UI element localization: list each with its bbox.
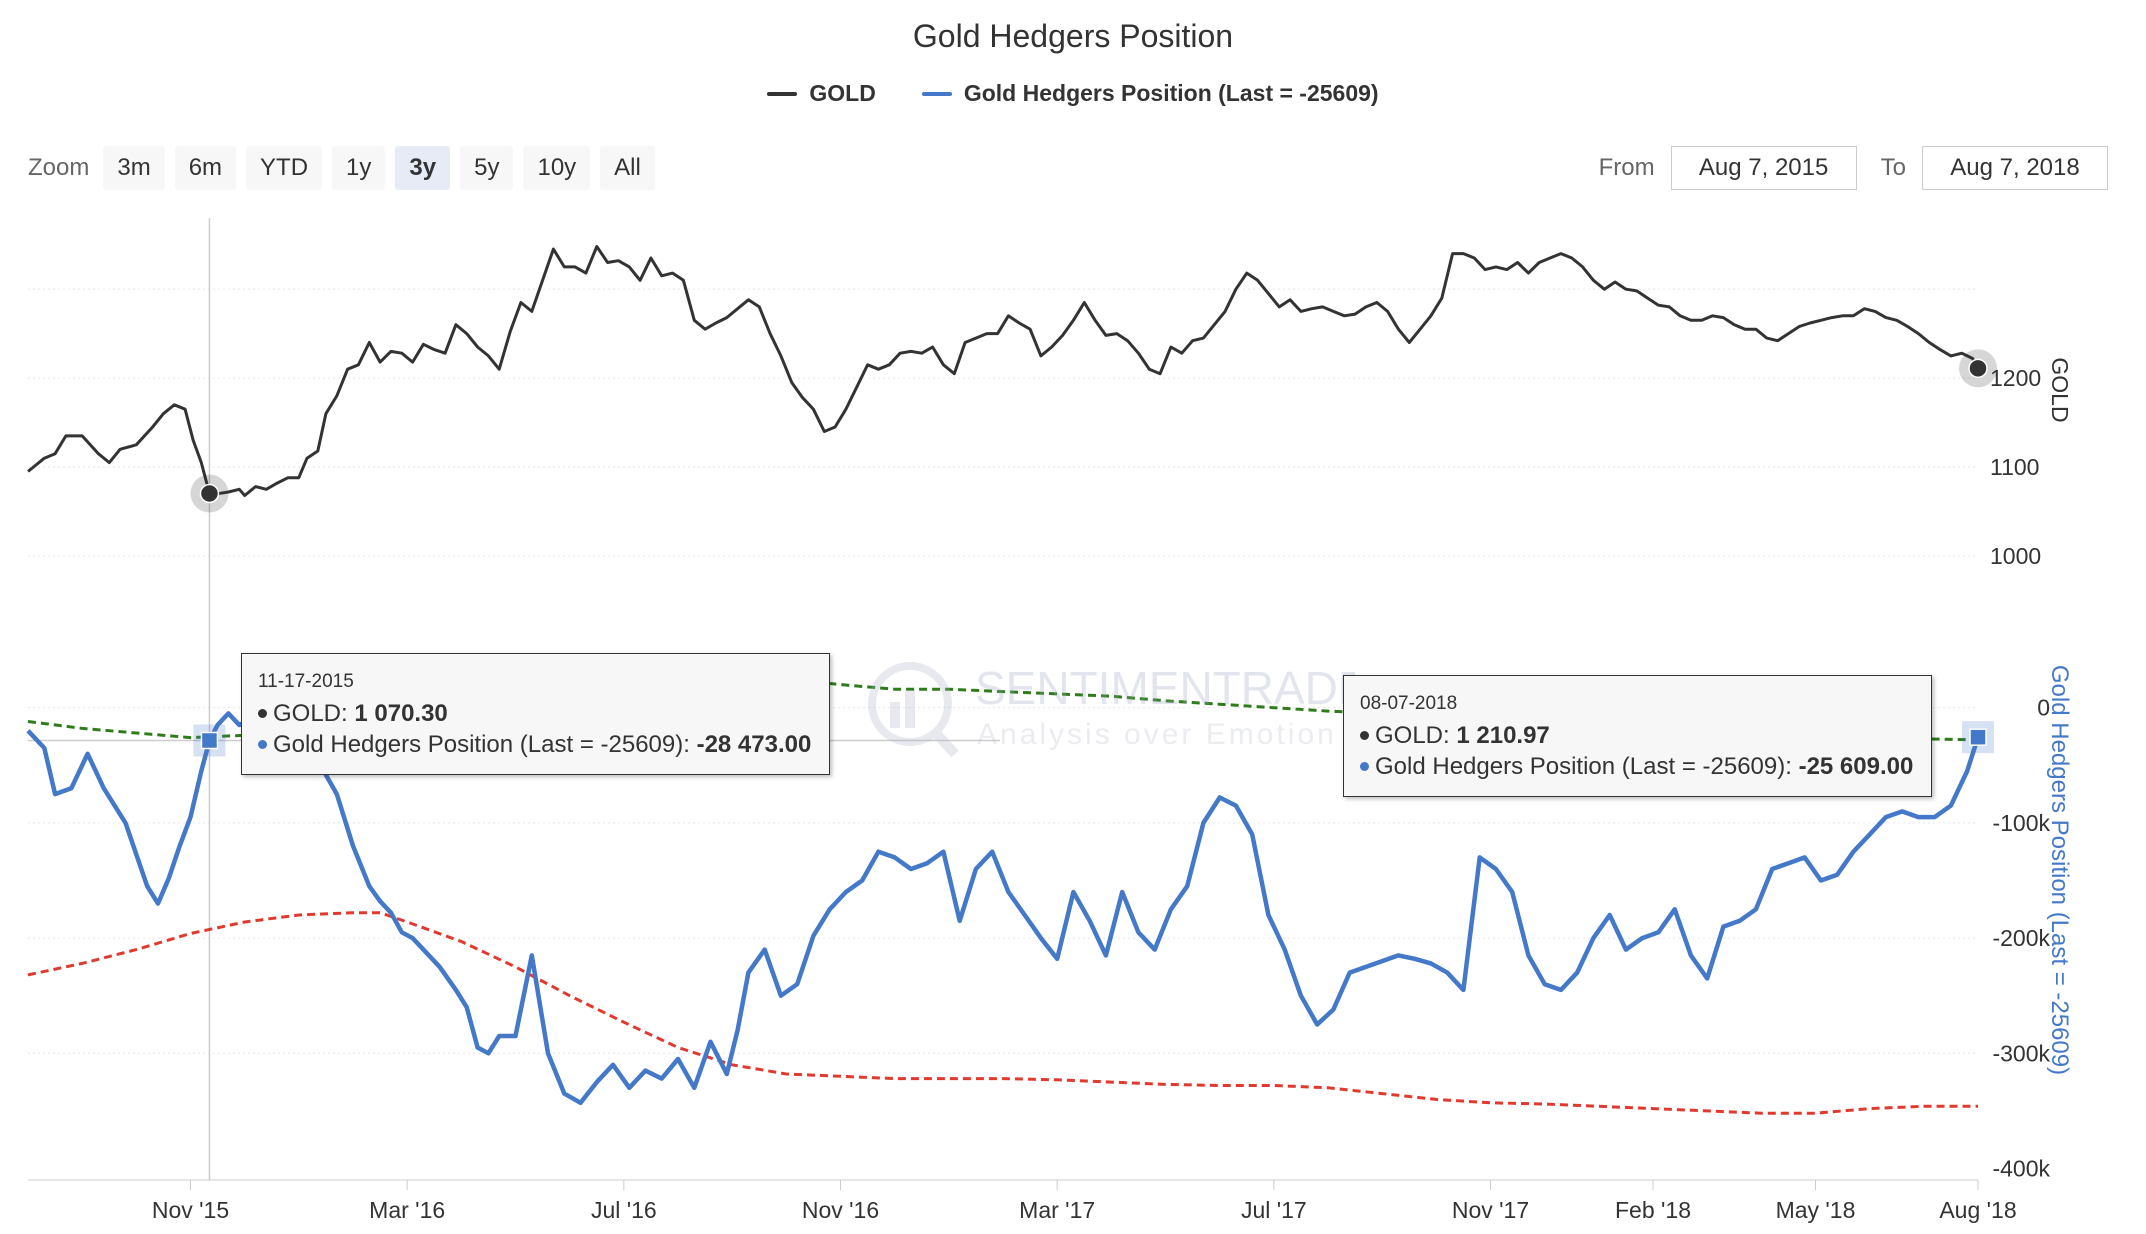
tooltip-right: 08-07-2018 GOLD: 1 210.97 Gold Hedgers P… (1343, 675, 1933, 797)
legend-label-gold: GOLD (809, 80, 876, 106)
x-tick-label: Mar '17 (1019, 1197, 1095, 1223)
watermark: SENTIMENTRADER Analysis over Emotion (868, 662, 1355, 758)
hedgers-band-line (27, 911, 1978, 1115)
legend-label-hedgers: Gold Hedgers Position (Last = -25609) (963, 80, 1379, 106)
tooltip-hedgers-dot-icon (258, 739, 267, 749)
hedgers-marker (200, 731, 219, 750)
zoom-button-ytd[interactable]: YTD (246, 146, 323, 190)
tooltip-gold-row: GOLD: 1 070.30 (258, 698, 811, 729)
tooltip-gold-value: 1 070.30 (354, 700, 448, 727)
watermark-tagline: Analysis over Emotion (977, 718, 1337, 751)
tooltip-hedgers-row: Gold Hedgers Position (Last = -25609): -… (1360, 751, 1913, 782)
date-range-selector: From Aug 7, 2015 To Aug 7, 2018 (1599, 146, 2116, 190)
tooltip-gold-row: GOLD: 1 210.97 (1360, 720, 1913, 751)
legend: GOLD Gold Hedgers Position (Last = -2560… (0, 80, 2146, 107)
x-tick-label: Mar '16 (369, 1197, 445, 1223)
tooltip-date: 08-07-2018 (1360, 693, 1458, 714)
x-tick-label: Feb '18 (1615, 1197, 1691, 1223)
hedgers-y-tick-label: -200k (1992, 925, 2050, 951)
x-tick-label: Aug '18 (1939, 1197, 2016, 1223)
from-label: From (1598, 154, 1655, 181)
chart-title: Gold Hedgers Position (912, 18, 1234, 54)
legend-item-hedgers[interactable]: Gold Hedgers Position (Last = -25609) (921, 80, 1379, 107)
tooltip-hedgers-dot-icon (1360, 761, 1369, 771)
zoom-button-3m[interactable]: 3m (103, 146, 165, 190)
tooltip-hedgers-value: -25 609.00 (1798, 753, 1914, 780)
hedgers-axis-title: Gold Hedgers Position (Last = -25609) (2046, 665, 2073, 1075)
zoom-button-3y[interactable]: 3y (395, 146, 451, 190)
zoom-button-5y[interactable]: 5y (460, 146, 514, 190)
x-tick-label: Jul '16 (591, 1197, 657, 1223)
x-tick-label: Nov '16 (802, 1197, 879, 1223)
to-label: To (1880, 154, 1906, 181)
x-tick-label: Jul '17 (1241, 1197, 1307, 1223)
gold-y-tick-label: 1200 (1990, 365, 2041, 391)
legend-swatch-gold (767, 91, 798, 96)
gold-y-tick-label: 1100 (1990, 454, 2039, 480)
x-tick-label: May '18 (1776, 1197, 1856, 1223)
to-date-input[interactable]: Aug 7, 2018 (1922, 146, 2108, 190)
x-tick-label: Nov '15 (152, 1197, 229, 1223)
hedgers-y-tick-label: -300k (1992, 1040, 2050, 1066)
from-date-input[interactable]: Aug 7, 2015 (1670, 146, 1857, 190)
zoom-button-6m[interactable]: 6m (174, 146, 237, 190)
tooltip-gold-dot-icon (258, 708, 267, 718)
hedgers-y-tick-label: 0 (2037, 695, 2050, 721)
tooltip-date: 11-17-2015 (258, 671, 354, 692)
gold-series-line (27, 245, 1980, 497)
gold-marker (199, 483, 220, 504)
zoom-bar: Zoom 3m 6m YTD 1y 3y 5y 10y All (28, 146, 655, 190)
tooltip-hedgers-label: Gold Hedgers Position (Last = -25609): (1375, 753, 1792, 780)
x-tick-label: Nov '17 (1452, 1197, 1529, 1223)
watermark-name: SENTIMENTRADER (975, 662, 1355, 714)
tooltip-gold-value: 1 210.97 (1456, 722, 1550, 749)
legend-item-gold[interactable]: GOLD (767, 80, 876, 107)
gold-marker (1968, 358, 1988, 379)
tooltip-hedgers-value: -28 473.00 (696, 731, 812, 758)
tooltip-gold-label: GOLD: (273, 700, 348, 727)
gold-axis-title: GOLD (2047, 357, 2073, 422)
tooltip-left: 11-17-2015 GOLD: 1 070.30 Gold Hedgers P… (241, 653, 831, 775)
tooltip-gold-dot-icon (1360, 730, 1369, 740)
tooltip-hedgers-label: Gold Hedgers Position (Last = -25609): (273, 731, 690, 758)
legend-swatch-hedgers (921, 91, 952, 96)
zoom-button-all[interactable]: All (600, 146, 655, 190)
tooltip-hedgers-row: Gold Hedgers Position (Last = -25609): -… (258, 729, 811, 760)
hedgers-y-tick-label: -400k (1992, 1155, 2050, 1181)
zoom-label: Zoom (28, 154, 90, 181)
tooltip-gold-label: GOLD: (1375, 722, 1450, 749)
hedgers-y-tick-label: -100k (1992, 810, 2050, 836)
zoom-button-1y[interactable]: 1y (332, 146, 386, 190)
zoom-button-10y[interactable]: 10y (523, 146, 591, 190)
hedgers-marker (1969, 728, 1987, 746)
gold-y-tick-label: 1000 (1990, 543, 2041, 569)
watermark-logo-icon (868, 662, 959, 758)
